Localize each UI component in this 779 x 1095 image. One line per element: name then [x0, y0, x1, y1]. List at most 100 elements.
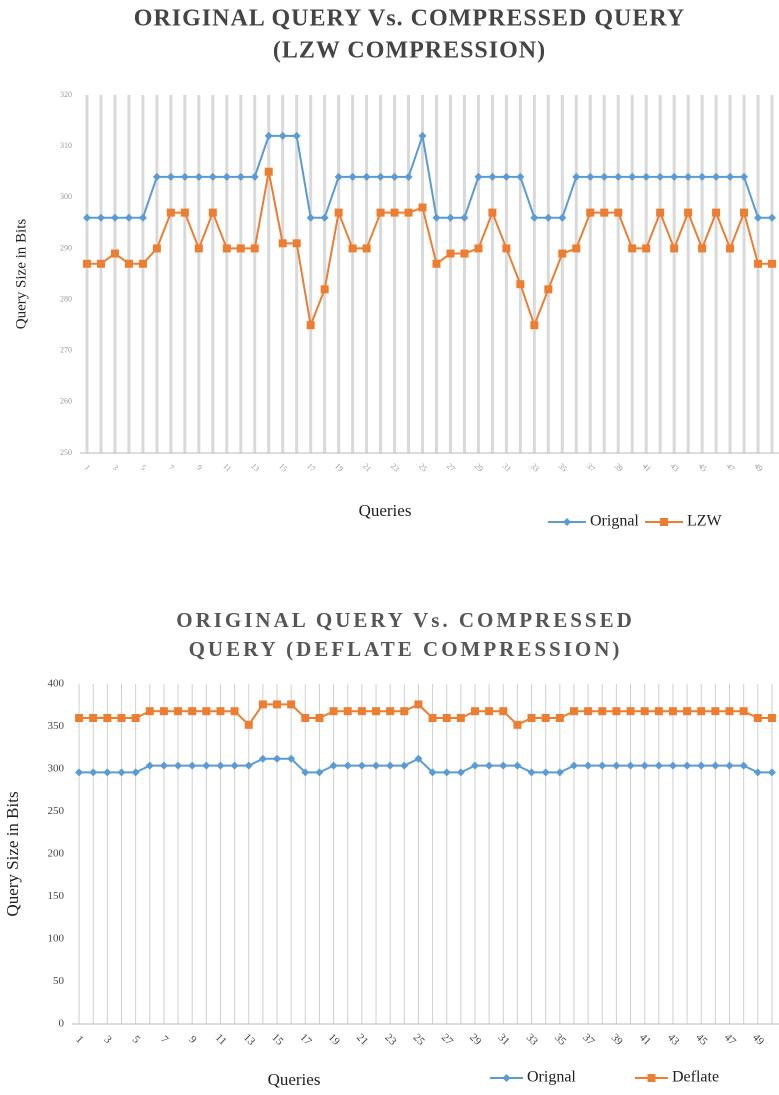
marker	[684, 208, 693, 217]
x-tick-label: 25	[417, 462, 429, 474]
marker	[656, 208, 665, 217]
marker	[230, 761, 239, 770]
marker	[124, 259, 133, 268]
marker	[418, 131, 427, 140]
marker	[499, 707, 508, 716]
marker	[188, 707, 197, 716]
marker	[660, 518, 668, 526]
marker	[460, 249, 469, 258]
marker	[485, 761, 494, 770]
marker	[390, 208, 399, 217]
marker	[697, 761, 706, 770]
marker	[301, 714, 310, 722]
marker	[306, 321, 315, 330]
marker	[563, 518, 571, 526]
marker	[131, 768, 140, 777]
marker	[544, 213, 553, 222]
marker	[502, 172, 511, 181]
x-tick-label: 31	[495, 1032, 511, 1048]
x-tick-label: 29	[473, 462, 485, 474]
x-tick-label: 17	[298, 1032, 315, 1049]
marker	[647, 1074, 656, 1082]
marker	[400, 707, 409, 716]
marker	[541, 768, 550, 777]
marker	[236, 244, 245, 253]
marker	[329, 761, 338, 770]
marker	[343, 761, 352, 770]
marker	[725, 707, 734, 716]
x-tick-label: 9	[195, 463, 204, 472]
y-axis-label: Query Size in Bits	[13, 219, 29, 330]
marker	[739, 707, 748, 716]
y-tick-label: 50	[53, 975, 65, 987]
marker	[442, 714, 451, 722]
marker	[131, 714, 140, 722]
marker	[502, 1074, 511, 1082]
marker	[287, 700, 296, 709]
y-tick-label: 350	[48, 720, 65, 732]
x-tick-label: 15	[269, 1032, 286, 1049]
x-tick-label: 45	[693, 1032, 710, 1049]
marker	[600, 208, 609, 217]
marker	[315, 768, 324, 777]
chart-title: ORIGINAL QUERY Vs. COMPRESSED	[176, 608, 635, 632]
marker	[586, 172, 595, 181]
marker	[488, 172, 497, 181]
marker	[320, 285, 329, 294]
marker	[418, 203, 427, 212]
marker	[502, 244, 511, 253]
x-tick-label: 45	[697, 462, 709, 474]
marker	[513, 761, 522, 770]
marker	[159, 707, 168, 716]
marker	[642, 172, 651, 181]
marker	[555, 768, 564, 777]
x-tick-label: 33	[524, 1032, 541, 1049]
marker	[188, 761, 197, 770]
marker	[278, 239, 287, 248]
marker	[244, 761, 253, 770]
y-tick-label: 260	[60, 397, 72, 406]
series-line	[86, 134, 773, 219]
x-tick-label: 19	[326, 1032, 343, 1049]
marker	[527, 714, 536, 722]
marker	[103, 714, 112, 722]
marker	[273, 754, 282, 763]
marker	[558, 249, 567, 258]
marker	[166, 172, 175, 181]
marker	[264, 167, 273, 176]
x-tick-label: 1	[83, 463, 92, 472]
x-tick-label: 15	[277, 462, 289, 474]
marker	[414, 700, 423, 709]
series-line	[86, 171, 773, 329]
marker	[558, 213, 567, 222]
marker	[287, 754, 296, 763]
marker	[258, 754, 267, 763]
marker	[82, 259, 91, 268]
marker	[654, 761, 663, 770]
marker	[684, 172, 693, 181]
marker	[138, 259, 147, 268]
marker	[194, 172, 203, 181]
marker	[642, 244, 651, 253]
marker	[334, 208, 343, 217]
marker	[446, 213, 455, 222]
marker	[208, 172, 217, 181]
marker	[446, 249, 455, 258]
x-tick-label: 47	[722, 1032, 739, 1049]
marker	[768, 259, 777, 268]
x-tick-label: 43	[669, 462, 681, 474]
marker	[572, 244, 581, 253]
marker	[572, 172, 581, 181]
marker	[315, 714, 324, 722]
y-tick-label: 400	[48, 678, 65, 690]
marker	[222, 172, 231, 181]
marker	[250, 172, 259, 181]
marker	[145, 707, 154, 716]
marker	[527, 768, 536, 777]
marker	[683, 707, 692, 716]
marker	[334, 172, 343, 181]
marker	[174, 707, 183, 716]
marker	[530, 321, 539, 330]
marker	[348, 172, 357, 181]
x-tick-label: 39	[613, 462, 625, 474]
